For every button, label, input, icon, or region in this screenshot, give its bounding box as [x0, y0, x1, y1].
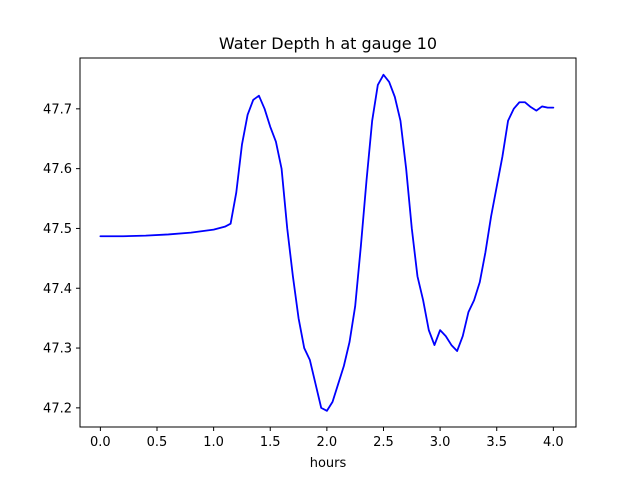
x-tick-label: 2.5 — [373, 435, 394, 450]
x-tick-label: 1.0 — [203, 435, 224, 450]
x-tick-label: 4.0 — [543, 435, 564, 450]
x-tick-label: 2.0 — [317, 435, 338, 450]
chart-title: Water Depth h at gauge 10 — [219, 34, 437, 53]
y-tick-label: 47.5 — [43, 222, 72, 237]
y-tick-label: 47.7 — [43, 102, 72, 117]
x-axis-label: hours — [310, 456, 347, 471]
x-tick-label: 1.5 — [260, 435, 281, 450]
x-tick-label: 3.0 — [430, 435, 451, 450]
axes-frame — [79, 57, 577, 428]
y-tick-label: 47.4 — [43, 282, 72, 297]
series-line-0 — [99, 73, 555, 412]
x-tick-label: 0.5 — [147, 435, 168, 450]
y-tick-label: 47.3 — [43, 342, 72, 357]
y-tick-label: 47.2 — [43, 401, 72, 416]
x-tick-label: 0.0 — [90, 435, 111, 450]
y-tick-label: 47.6 — [43, 162, 72, 177]
plot-area: 0.0 0.5 1.0 1.5 2.0 2.5 3.0 3.5 4.0 47.2 47.3 47.4 4… — [43, 57, 577, 450]
x-tick-label: 3.5 — [486, 435, 507, 450]
